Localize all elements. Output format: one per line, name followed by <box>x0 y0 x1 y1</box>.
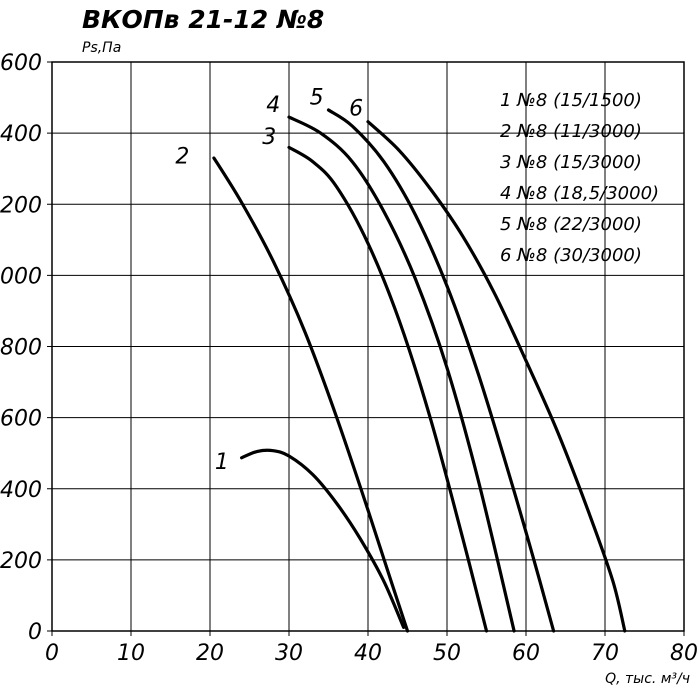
y-tick-label: 200 <box>0 549 42 574</box>
x-tick-label: 20 <box>196 641 224 666</box>
series-line-4 <box>287 115 516 633</box>
series-line-1 <box>240 448 406 629</box>
legend-entry: 4 №8 (18,5/3000) <box>500 183 659 204</box>
legend-entry: 2 №8 (11/3000) <box>500 121 642 142</box>
x-tick-label: 70 <box>591 641 619 666</box>
y-tick-label: 0 <box>28 620 42 645</box>
curve-label-1: 1 <box>215 450 229 475</box>
curve-label-3: 3 <box>262 125 276 150</box>
y-tick-label: 600 <box>0 407 42 432</box>
x-tick-label: 0 <box>45 641 59 666</box>
axes <box>47 61 685 636</box>
chart-title: ВКОПв 21-12 №8 <box>82 5 324 34</box>
x-tick-label: 10 <box>117 641 145 666</box>
x-axis-label: Q, тыс. м³/ч <box>605 671 690 687</box>
curve-label-5: 5 <box>310 86 324 111</box>
y-axis-label: Ps,Па <box>82 40 121 56</box>
legend-entry: 1 №8 (15/1500) <box>500 90 642 111</box>
series-line-2 <box>212 156 410 633</box>
y-tick-label: 800 <box>0 336 42 361</box>
y-tick-label: 1000 <box>0 264 42 289</box>
tick-labels: 0102030405060708002004006008001000120014… <box>0 51 698 666</box>
grid <box>52 62 684 631</box>
curve-labels: 1 2 3 4 5 6 <box>175 86 363 476</box>
x-tick-label: 50 <box>433 641 461 666</box>
y-tick-label: 1200 <box>0 193 42 218</box>
legend: 1 №8 (15/1500) 2 №8 (11/3000) 3 №8 (15/300… <box>500 90 659 266</box>
curve-label-2: 2 <box>175 144 189 169</box>
series-curves <box>212 108 627 633</box>
y-tick-label: 1400 <box>0 122 42 147</box>
x-tick-label: 40 <box>354 641 382 666</box>
curve-label-4: 4 <box>266 93 280 118</box>
legend-entry: 3 №8 (15/3000) <box>500 152 642 173</box>
series-line-3 <box>287 145 489 633</box>
legend-entry: 6 №8 (30/3000) <box>500 245 642 266</box>
y-tick-label: 400 <box>0 478 42 503</box>
series-line-6 <box>366 120 627 633</box>
x-tick-label: 30 <box>275 641 303 666</box>
y-tick-label: 1600 <box>0 51 42 76</box>
x-tick-label: 60 <box>512 641 540 666</box>
legend-entry: 5 №8 (22/3000) <box>500 214 642 235</box>
series-line-5 <box>326 108 556 633</box>
x-tick-label: 80 <box>670 641 698 666</box>
curve-label-6: 6 <box>349 96 363 121</box>
